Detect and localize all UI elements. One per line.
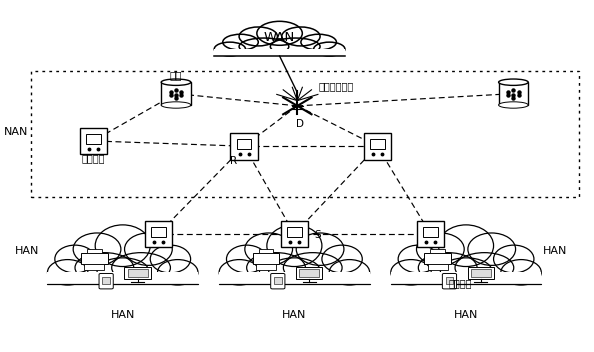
Ellipse shape — [247, 253, 305, 283]
Ellipse shape — [157, 259, 198, 285]
FancyBboxPatch shape — [417, 220, 444, 247]
FancyBboxPatch shape — [364, 133, 391, 159]
Ellipse shape — [214, 42, 245, 56]
Ellipse shape — [282, 27, 320, 46]
Ellipse shape — [438, 225, 494, 266]
Bar — [128, 269, 147, 277]
Ellipse shape — [97, 258, 148, 283]
Ellipse shape — [268, 258, 320, 283]
Ellipse shape — [257, 21, 302, 45]
Ellipse shape — [73, 233, 121, 265]
Text: 智能电表: 智能电表 — [81, 153, 105, 163]
Text: HAN: HAN — [454, 310, 478, 320]
Ellipse shape — [267, 225, 322, 266]
Ellipse shape — [455, 253, 514, 283]
Bar — [299, 269, 319, 277]
Text: HAN: HAN — [14, 246, 39, 256]
Bar — [124, 267, 151, 279]
Bar — [219, 272, 369, 284]
FancyBboxPatch shape — [271, 274, 285, 289]
FancyBboxPatch shape — [287, 227, 302, 237]
Text: S: S — [315, 230, 321, 240]
FancyBboxPatch shape — [443, 274, 457, 289]
Bar — [161, 82, 191, 105]
Ellipse shape — [223, 34, 258, 50]
Ellipse shape — [161, 79, 191, 86]
Ellipse shape — [219, 259, 260, 285]
Text: 网关: 网关 — [170, 70, 182, 80]
FancyBboxPatch shape — [230, 133, 258, 159]
Text: HAN: HAN — [543, 246, 567, 256]
FancyBboxPatch shape — [423, 227, 438, 237]
Ellipse shape — [416, 233, 464, 265]
FancyBboxPatch shape — [281, 220, 308, 247]
Text: HAN: HAN — [282, 310, 307, 320]
Bar — [87, 250, 102, 253]
Bar — [256, 264, 276, 270]
Bar — [498, 82, 528, 105]
Ellipse shape — [314, 42, 345, 56]
Bar — [296, 267, 323, 279]
Ellipse shape — [494, 245, 534, 273]
Bar — [84, 264, 105, 270]
Ellipse shape — [283, 253, 342, 283]
FancyBboxPatch shape — [236, 139, 251, 149]
Bar — [428, 264, 448, 270]
Ellipse shape — [398, 245, 438, 273]
Bar — [48, 272, 198, 284]
Bar — [31, 71, 579, 197]
Ellipse shape — [245, 233, 292, 265]
Ellipse shape — [226, 245, 267, 273]
Bar — [81, 253, 108, 264]
FancyBboxPatch shape — [86, 134, 100, 144]
Text: 智能家居: 智能家居 — [448, 278, 472, 288]
Ellipse shape — [296, 233, 344, 265]
Text: 无线电收发塔: 无线电收发塔 — [318, 81, 353, 91]
Text: R: R — [230, 156, 238, 166]
Bar — [467, 267, 494, 279]
Text: D: D — [296, 119, 304, 129]
Ellipse shape — [239, 27, 277, 46]
FancyBboxPatch shape — [370, 139, 385, 149]
Ellipse shape — [498, 79, 528, 86]
Bar — [391, 272, 541, 284]
Ellipse shape — [125, 233, 172, 265]
Ellipse shape — [391, 259, 431, 285]
Ellipse shape — [329, 259, 369, 285]
Bar — [274, 277, 282, 284]
Ellipse shape — [270, 38, 320, 55]
Text: HAN: HAN — [110, 310, 135, 320]
Ellipse shape — [239, 38, 289, 55]
Ellipse shape — [112, 253, 170, 283]
Bar — [252, 253, 279, 264]
Ellipse shape — [468, 233, 516, 265]
Ellipse shape — [55, 245, 95, 273]
Ellipse shape — [501, 259, 541, 285]
Bar — [214, 49, 345, 56]
Bar — [424, 253, 451, 264]
Ellipse shape — [498, 102, 528, 108]
Bar — [446, 277, 453, 284]
Bar — [102, 277, 110, 284]
Ellipse shape — [301, 34, 336, 50]
Ellipse shape — [440, 258, 492, 283]
FancyBboxPatch shape — [99, 274, 113, 289]
Ellipse shape — [75, 253, 134, 283]
Ellipse shape — [322, 245, 362, 273]
Text: NAN: NAN — [4, 127, 29, 137]
Bar — [258, 250, 273, 253]
FancyBboxPatch shape — [80, 128, 107, 154]
FancyBboxPatch shape — [144, 220, 172, 247]
Ellipse shape — [95, 225, 150, 266]
Bar — [471, 269, 491, 277]
Ellipse shape — [161, 102, 191, 108]
Ellipse shape — [150, 245, 191, 273]
Bar — [430, 250, 445, 253]
FancyBboxPatch shape — [151, 227, 166, 237]
Ellipse shape — [418, 253, 477, 283]
Text: WAN: WAN — [264, 31, 295, 44]
Ellipse shape — [48, 259, 88, 285]
